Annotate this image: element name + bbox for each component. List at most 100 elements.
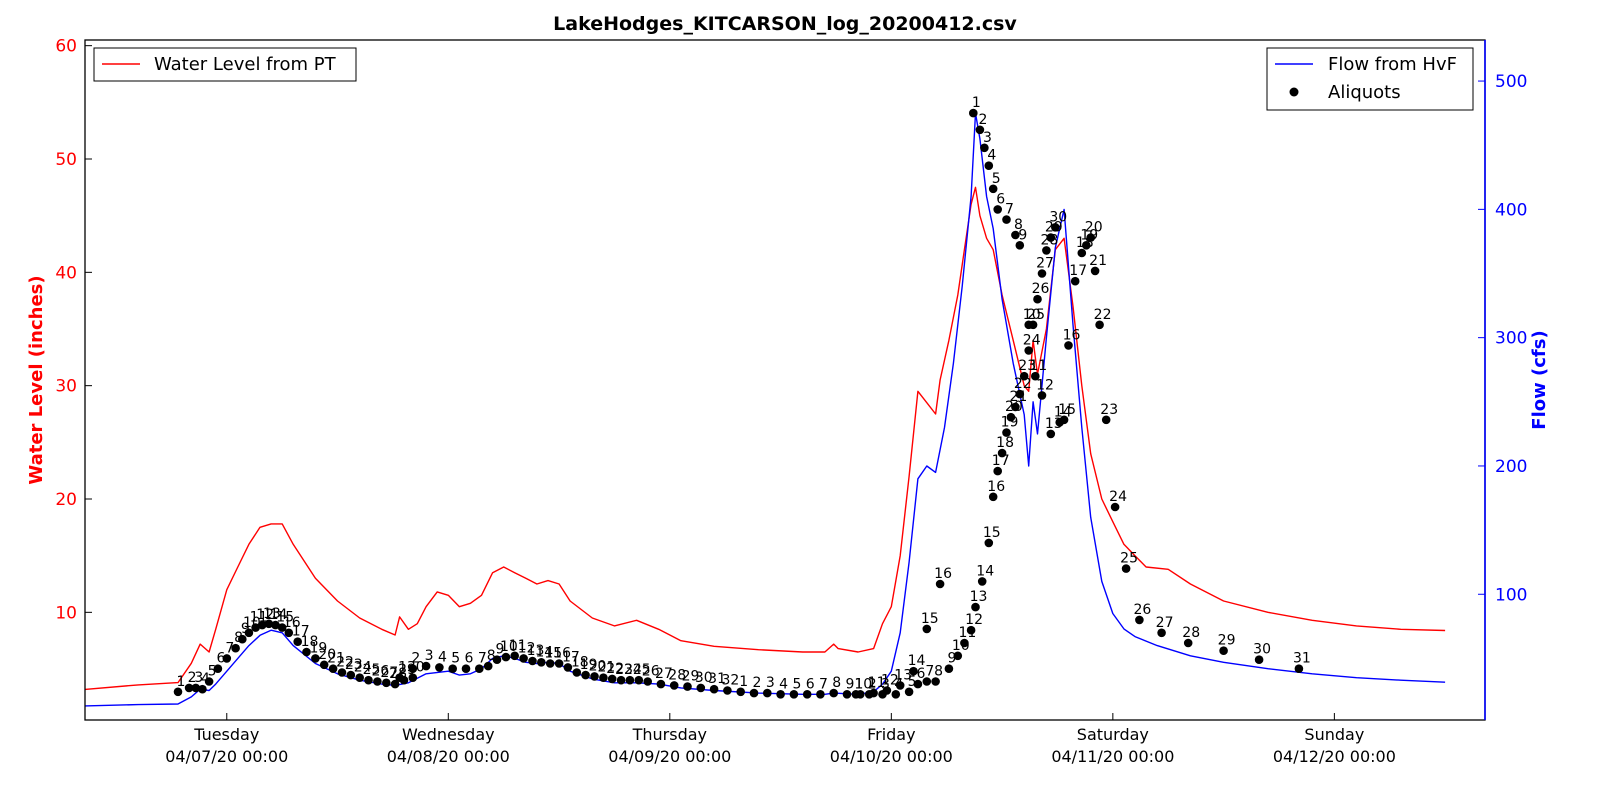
x-tick-date-label: 04/07/20 00:00 bbox=[165, 747, 288, 766]
aliquot-label: 4 bbox=[201, 671, 210, 687]
aliquot-label: 5 bbox=[208, 664, 217, 680]
aliquot-point bbox=[975, 125, 985, 135]
aliquot-label: 5 bbox=[792, 676, 801, 692]
aliquot-label: 14 bbox=[535, 644, 553, 660]
aliquot-point bbox=[723, 686, 732, 695]
aliquot-label: 30 bbox=[1253, 642, 1271, 658]
aliquot-point bbox=[563, 663, 573, 672]
aliquot-point bbox=[1077, 248, 1087, 258]
aliquot-point bbox=[993, 205, 1002, 214]
aliquot-label: 1 bbox=[854, 676, 863, 692]
aliquot-label: 2 bbox=[188, 670, 197, 686]
aliquot-label: 19 bbox=[309, 640, 327, 656]
aliquot-point bbox=[1157, 628, 1166, 638]
y2-axis-label: Flow (cfs) bbox=[1529, 330, 1550, 429]
aliquot-point bbox=[408, 664, 418, 673]
aliquot-point bbox=[842, 690, 852, 699]
aliquot-label: 1 bbox=[177, 674, 186, 690]
aliquot-label: 29 bbox=[1218, 633, 1236, 649]
aliquot-point bbox=[851, 690, 861, 699]
aliquot-label: 7 bbox=[819, 676, 828, 692]
aliquot-point bbox=[607, 674, 617, 684]
aliquot-point bbox=[364, 675, 373, 685]
aliquot-point bbox=[461, 664, 471, 673]
aliquot-label: 22 bbox=[1014, 376, 1032, 392]
aliquot-label: 26 bbox=[1032, 281, 1050, 297]
legend-water-level-label: Water Level from PT bbox=[154, 54, 337, 75]
aliquot-label: 27 bbox=[380, 665, 398, 681]
aliquot-point bbox=[244, 628, 254, 638]
aliquot-point bbox=[802, 690, 812, 699]
aliquot-point bbox=[581, 670, 590, 680]
aliquot-label: 26 bbox=[371, 664, 389, 680]
aliquot-label: 1 bbox=[739, 674, 748, 690]
aliquot-point bbox=[191, 683, 201, 693]
aliquot-label: 8 bbox=[487, 648, 496, 664]
aliquot-label: 11 bbox=[868, 675, 886, 691]
aliquot-label: 14 bbox=[1054, 404, 1072, 420]
aliquot-point bbox=[590, 672, 599, 681]
aliquot-label: 15 bbox=[983, 525, 1001, 541]
aliquot-label: 16 bbox=[934, 566, 952, 582]
aliquot-point bbox=[337, 668, 347, 677]
x-tick-date-label: 04/09/20 00:00 bbox=[608, 747, 731, 766]
legend-flow-label: Flow from HvF bbox=[1328, 54, 1457, 75]
aliquot-label: 12 bbox=[965, 612, 983, 628]
aliquot-point bbox=[1095, 320, 1104, 330]
aliquot-point bbox=[1011, 230, 1020, 240]
aliquot-label: 25 bbox=[363, 662, 381, 678]
aliquot-point bbox=[1070, 276, 1080, 286]
aliquot-label: 20 bbox=[318, 647, 336, 663]
aliquot-label: 22 bbox=[336, 655, 354, 671]
aliquot-label: 3 bbox=[194, 670, 203, 686]
aliquot-label: 2 bbox=[978, 112, 987, 128]
aliquot-point bbox=[1101, 415, 1111, 425]
aliquot-label: 4 bbox=[779, 676, 788, 692]
aliquot-label: 13 bbox=[970, 589, 988, 605]
aliquot-point bbox=[1294, 664, 1304, 673]
aliquot-label: 7 bbox=[478, 651, 487, 667]
aliquot-label: 11 bbox=[509, 638, 527, 654]
aliquot-point bbox=[904, 687, 914, 697]
aliquot-point bbox=[222, 654, 232, 663]
y2-tick-label: 200 bbox=[1495, 457, 1527, 477]
aliquot-point bbox=[988, 184, 998, 194]
aliquot-point bbox=[709, 684, 719, 694]
aliquot-label: 4 bbox=[894, 676, 903, 692]
aliquot-label: 27 bbox=[655, 666, 673, 682]
aliquot-label: 14 bbox=[908, 653, 926, 669]
aliquot-label: 21 bbox=[1089, 253, 1107, 269]
aliquot-point bbox=[625, 675, 635, 685]
aliquot-point bbox=[501, 652, 511, 662]
aliquot-point bbox=[763, 688, 772, 698]
aliquot-point bbox=[435, 663, 444, 672]
aliquot-point bbox=[935, 579, 945, 589]
aliquot-label: 13 bbox=[894, 667, 912, 683]
aliquot-point bbox=[373, 677, 382, 686]
aliquot-label: 27 bbox=[1156, 615, 1174, 631]
aliquot-label: 6 bbox=[996, 191, 1005, 207]
aliquot-point bbox=[616, 675, 626, 685]
aliquot-label: 26 bbox=[642, 664, 660, 680]
aliquot-label: 15 bbox=[921, 611, 939, 627]
aliquot-label: 21 bbox=[327, 651, 345, 667]
aliquot-point bbox=[696, 683, 706, 693]
aliquot-label: 10 bbox=[1023, 307, 1041, 323]
aliquot-point bbox=[1051, 223, 1060, 232]
aliquot-point bbox=[969, 108, 978, 118]
aliquot-point bbox=[1024, 320, 1033, 330]
aliquot-point bbox=[1042, 246, 1051, 255]
aliquot-point bbox=[545, 659, 555, 668]
aliquot-label: 4 bbox=[438, 649, 447, 665]
aliquot-label: 31 bbox=[1293, 651, 1311, 667]
aliquot-point bbox=[913, 679, 923, 689]
aliquot-point bbox=[1015, 389, 1025, 399]
legend-aliquots-label: Aliquots bbox=[1328, 82, 1401, 103]
water-level-line bbox=[84, 186, 1446, 691]
aliquot-point bbox=[1019, 371, 1029, 381]
aliquot-point bbox=[1011, 402, 1020, 412]
x-tick-date-label: 04/11/20 00:00 bbox=[1051, 747, 1174, 766]
aliquot-point bbox=[891, 690, 901, 699]
aliquot-label: 19 bbox=[580, 657, 598, 673]
aliquot-point bbox=[953, 651, 963, 661]
